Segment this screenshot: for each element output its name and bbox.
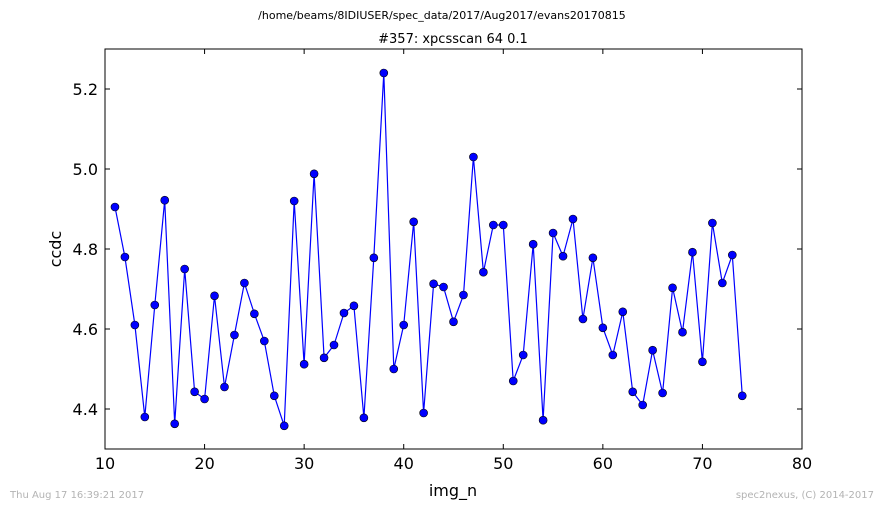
- x-tick-label: 40: [394, 454, 414, 473]
- data-point: [718, 278, 727, 288]
- data-point: [240, 278, 249, 288]
- data-point: [489, 220, 498, 230]
- data-point: [260, 336, 269, 346]
- data-point: [369, 253, 379, 263]
- data-point: [250, 309, 259, 319]
- data-point: [130, 320, 140, 330]
- data-point: [160, 195, 170, 205]
- x-tick-label: 30: [294, 454, 314, 473]
- x-tick-label: 80: [792, 454, 812, 473]
- data-point: [628, 387, 638, 397]
- data-point: [548, 228, 558, 238]
- data-point: [399, 320, 409, 330]
- data-point: [588, 253, 598, 263]
- data-point: [469, 152, 478, 162]
- data-point: [737, 391, 747, 401]
- plot-area-rect: [105, 49, 802, 449]
- data-point: [608, 350, 618, 360]
- data-point: [568, 214, 578, 224]
- data-point: [449, 317, 458, 327]
- x-tick-label: 70: [692, 454, 712, 473]
- y-tick-label: 4.4: [73, 400, 98, 419]
- data-point: [389, 364, 399, 374]
- y-tick-label: 5.2: [73, 80, 98, 99]
- data-point: [688, 247, 697, 257]
- x-tick-label: 20: [194, 454, 214, 473]
- data-point: [269, 391, 279, 401]
- data-point: [658, 388, 667, 398]
- data-point: [339, 308, 349, 318]
- data-point: [299, 359, 309, 369]
- data-point: [220, 382, 229, 392]
- data-point: [210, 291, 219, 301]
- data-point: [279, 421, 289, 431]
- data-point: [359, 413, 369, 423]
- data-point: [429, 279, 438, 289]
- y-axis-label: ccdc: [46, 231, 65, 268]
- y-tick-label: 4.6: [73, 320, 98, 339]
- data-point: [698, 357, 707, 367]
- x-axis-label: img_n: [429, 481, 477, 501]
- data-point: [668, 283, 677, 293]
- data-point: [459, 290, 468, 300]
- y-tick-label: 4.8: [73, 240, 98, 259]
- data-point: [528, 239, 538, 249]
- data-point: [289, 196, 299, 206]
- x-tick-label: 10: [95, 454, 115, 473]
- data-point: [180, 264, 189, 274]
- data-point: [598, 323, 608, 333]
- footer-timestamp: Thu Aug 17 16:39:21 2017: [9, 490, 144, 501]
- plot-area-background: [105, 49, 802, 449]
- data-point: [727, 250, 737, 260]
- data-point: [439, 282, 448, 292]
- data-point: [578, 314, 588, 324]
- data-point: [538, 415, 548, 425]
- data-point: [120, 252, 130, 262]
- data-point: [498, 220, 508, 230]
- data-point: [518, 350, 528, 360]
- data-point: [319, 353, 329, 363]
- header-path: /home/beams/8IDIUSER/spec_data/2017/Aug2…: [258, 9, 626, 22]
- series-layer: [110, 68, 747, 431]
- data-point: [150, 300, 160, 310]
- data-point: [170, 419, 179, 429]
- tick-layer: 10 20 30 40 50 60 70 80 4.4 4.6 4.8 5.0 5.2: [73, 49, 812, 473]
- data-point: [309, 169, 319, 179]
- data-point: [479, 267, 488, 277]
- x-tick-label: 60: [593, 454, 613, 473]
- data-point: [349, 301, 359, 311]
- chart-title: #357: xpcsscan 64 0.1: [378, 32, 528, 47]
- y-tick-label: 5.0: [73, 160, 98, 179]
- data-point: [678, 327, 687, 337]
- data-point: [558, 251, 568, 261]
- data-point: [708, 218, 717, 228]
- data-point: [329, 340, 339, 350]
- data-point: [508, 376, 518, 386]
- data-point: [110, 202, 120, 212]
- series-line: [114, 72, 743, 426]
- x-tick-label: 50: [493, 454, 513, 473]
- data-point: [190, 387, 199, 397]
- data-point: [409, 217, 418, 227]
- data-point: [140, 412, 150, 422]
- data-point: [200, 394, 209, 404]
- data-point: [419, 408, 428, 418]
- data-point: [638, 400, 647, 410]
- footer-credit: spec2nexus, (C) 2014-2017: [736, 490, 874, 501]
- data-point: [379, 68, 389, 78]
- data-point: [618, 307, 628, 317]
- data-point: [230, 330, 239, 340]
- data-point: [648, 345, 657, 355]
